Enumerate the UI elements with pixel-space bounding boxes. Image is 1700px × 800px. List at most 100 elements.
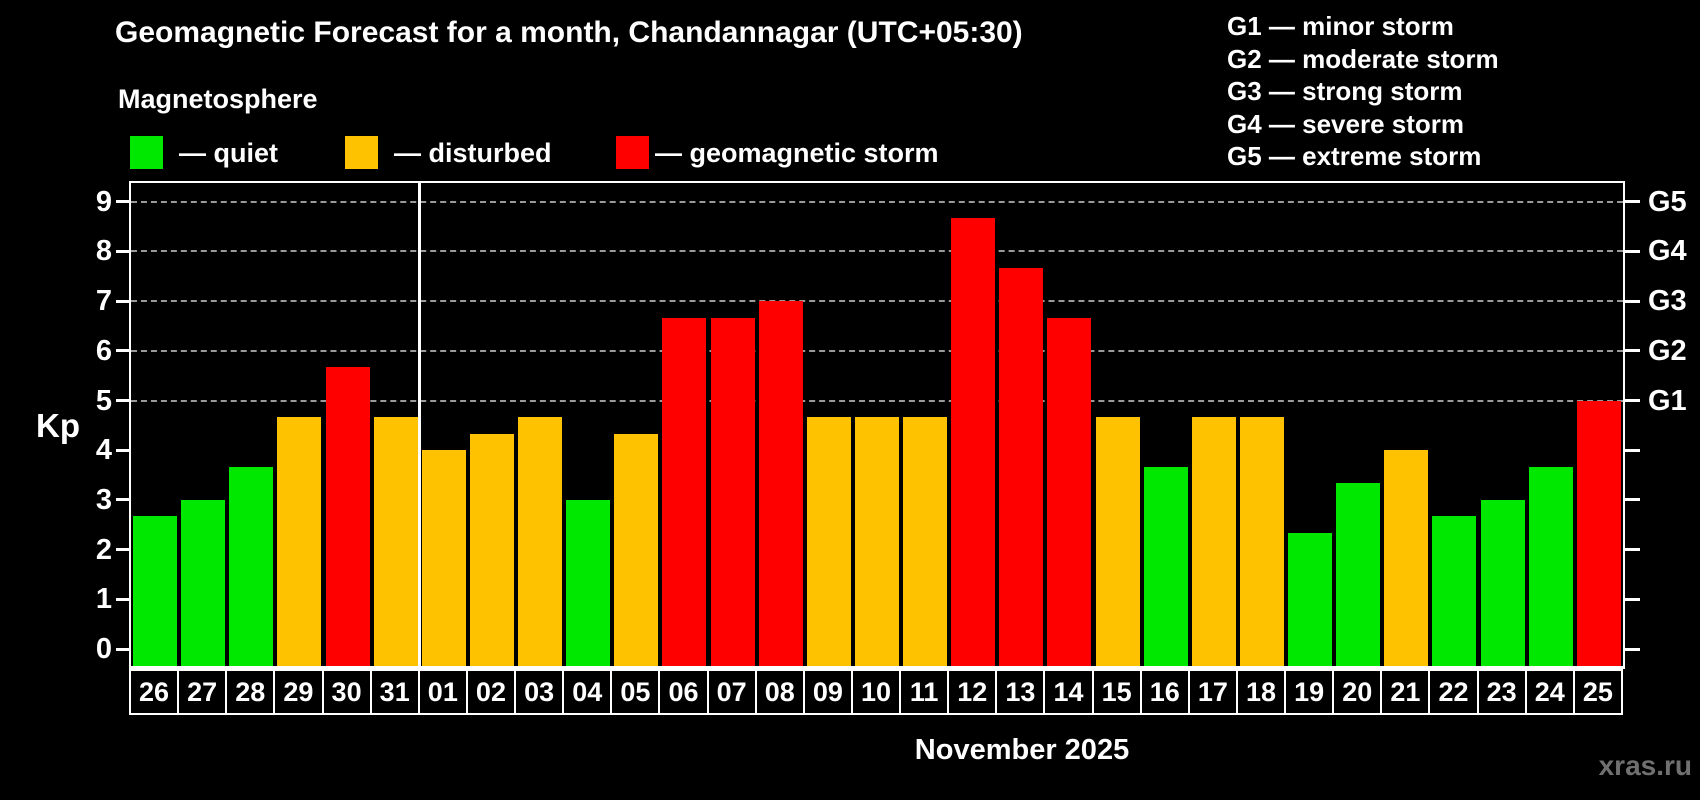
date-label-18: 18 <box>1235 669 1287 715</box>
date-label-24: 24 <box>1524 669 1575 715</box>
kp-bar-12 <box>951 218 996 666</box>
g-level-label-G4: G4 <box>1648 235 1687 268</box>
right-tick-7 <box>1625 299 1640 303</box>
gridline-kp8 <box>131 250 1623 253</box>
g-legend-line-5: G5 — extreme storm <box>1227 141 1482 171</box>
date-label-03: 03 <box>514 669 565 715</box>
date-label-20: 20 <box>1332 669 1383 715</box>
date-label-23: 23 <box>1476 669 1527 715</box>
y-tick-label-0: 0 <box>95 633 112 665</box>
date-label-05: 05 <box>610 669 661 715</box>
kp-bar-07 <box>710 317 755 666</box>
kp-bar-11 <box>903 416 948 666</box>
g-scale-legend: G1 — minor storm G2 — moderate storm G3 — … <box>1227 10 1499 173</box>
right-tick-3 <box>1625 498 1640 502</box>
kp-bar-26 <box>133 516 177 666</box>
kp-bar-24 <box>1528 466 1573 666</box>
date-label-14: 14 <box>1043 669 1094 715</box>
kp-bar-25 <box>1576 400 1621 666</box>
y-tick-label-1: 1 <box>95 583 112 616</box>
date-label-06: 06 <box>658 669 709 715</box>
quiet-legend-label: — quiet <box>179 138 278 168</box>
kp-bar-22 <box>1432 516 1477 666</box>
kp-bar-03 <box>518 416 563 666</box>
g-legend-line-1: G1 — minor storm <box>1227 11 1454 41</box>
right-tick-2 <box>1625 548 1640 552</box>
disturbed-swatch <box>345 136 378 169</box>
y-tick-label-8: 8 <box>95 235 112 268</box>
plot-area <box>129 181 1625 669</box>
date-label-10: 10 <box>850 669 902 715</box>
date-label-30: 30 <box>321 669 372 715</box>
bar-color-legend: — quiet — disturbed — geomagnetic storm <box>0 136 1700 170</box>
g-legend-line-2: G2 — moderate storm <box>1227 43 1499 74</box>
gridline-kp5 <box>131 399 1623 402</box>
left-tick-3 <box>116 498 131 502</box>
date-label-15: 15 <box>1091 669 1142 715</box>
y-tick-label-5: 5 <box>95 384 112 417</box>
date-label-17: 17 <box>1187 669 1238 715</box>
date-label-16: 16 <box>1139 669 1190 715</box>
g-level-label-G2: G2 <box>1648 334 1687 367</box>
kp-bar-31 <box>373 416 418 666</box>
chart-title: Geomagnetic Forecast for a month, Chanda… <box>115 16 1023 49</box>
kp-bar-14 <box>1047 317 1092 666</box>
gridline-kp6 <box>131 349 1623 352</box>
right-tick-9 <box>1625 200 1640 204</box>
left-tick-2 <box>116 548 131 552</box>
kp-bar-17 <box>1191 416 1236 666</box>
right-tick-0 <box>1625 647 1640 651</box>
y-tick-label-7: 7 <box>95 285 112 318</box>
left-tick-4 <box>116 448 131 452</box>
date-label-13: 13 <box>995 669 1046 715</box>
date-label-26: 26 <box>129 669 180 715</box>
date-label-21: 21 <box>1380 669 1431 715</box>
kp-bar-27 <box>181 499 226 666</box>
right-tick-6 <box>1625 349 1640 353</box>
g-legend-line-4: G4 — severe storm <box>1227 108 1465 139</box>
kp-bar-13 <box>999 267 1044 666</box>
gridline-kp7 <box>131 300 1623 303</box>
month-separator <box>418 183 422 666</box>
left-tick-8 <box>116 249 131 253</box>
y-tick-label-6: 6 <box>95 334 112 367</box>
g-level-label-G3: G3 <box>1648 285 1687 318</box>
y-tick-label-2: 2 <box>95 533 112 566</box>
magnetosphere-label: Magnetosphere <box>118 84 318 114</box>
kp-bar-29 <box>277 416 322 666</box>
date-label-28: 28 <box>225 669 276 715</box>
kp-bar-16 <box>1143 466 1188 666</box>
kp-bar-01 <box>421 450 466 666</box>
g-level-label-G5: G5 <box>1648 185 1687 218</box>
kp-bar-15 <box>1095 416 1140 666</box>
kp-bar-19 <box>1288 533 1333 666</box>
y-tick-label-3: 3 <box>95 483 112 516</box>
date-label-31: 31 <box>369 669 420 715</box>
right-tick-4 <box>1625 448 1640 452</box>
date-label-22: 22 <box>1428 669 1479 715</box>
kp-bar-09 <box>806 416 851 666</box>
date-label-29: 29 <box>273 669 324 715</box>
left-tick-5 <box>116 399 131 402</box>
date-label-04: 04 <box>562 669 613 715</box>
kp-bar-05 <box>614 433 659 666</box>
month-label: November 2025 <box>914 734 1130 766</box>
y-tick-label-4: 4 <box>95 434 112 467</box>
left-tick-6 <box>116 349 131 353</box>
date-label-12: 12 <box>947 669 998 715</box>
date-label-09: 09 <box>802 669 853 715</box>
kp-bar-21 <box>1384 450 1429 666</box>
right-tick-5 <box>1625 399 1640 402</box>
date-label-02: 02 <box>465 669 517 715</box>
storm-swatch <box>616 136 649 169</box>
disturbed-legend-label: — disturbed <box>394 138 552 168</box>
kp-bar-04 <box>566 499 611 666</box>
kp-bar-18 <box>1239 416 1284 666</box>
date-label-08: 08 <box>754 669 805 715</box>
right-tick-8 <box>1625 249 1640 253</box>
kp-bar-02 <box>469 433 514 666</box>
left-tick-0 <box>116 647 131 651</box>
date-label-11: 11 <box>899 669 950 715</box>
storm-legend-label: — geomagnetic storm <box>655 138 939 168</box>
